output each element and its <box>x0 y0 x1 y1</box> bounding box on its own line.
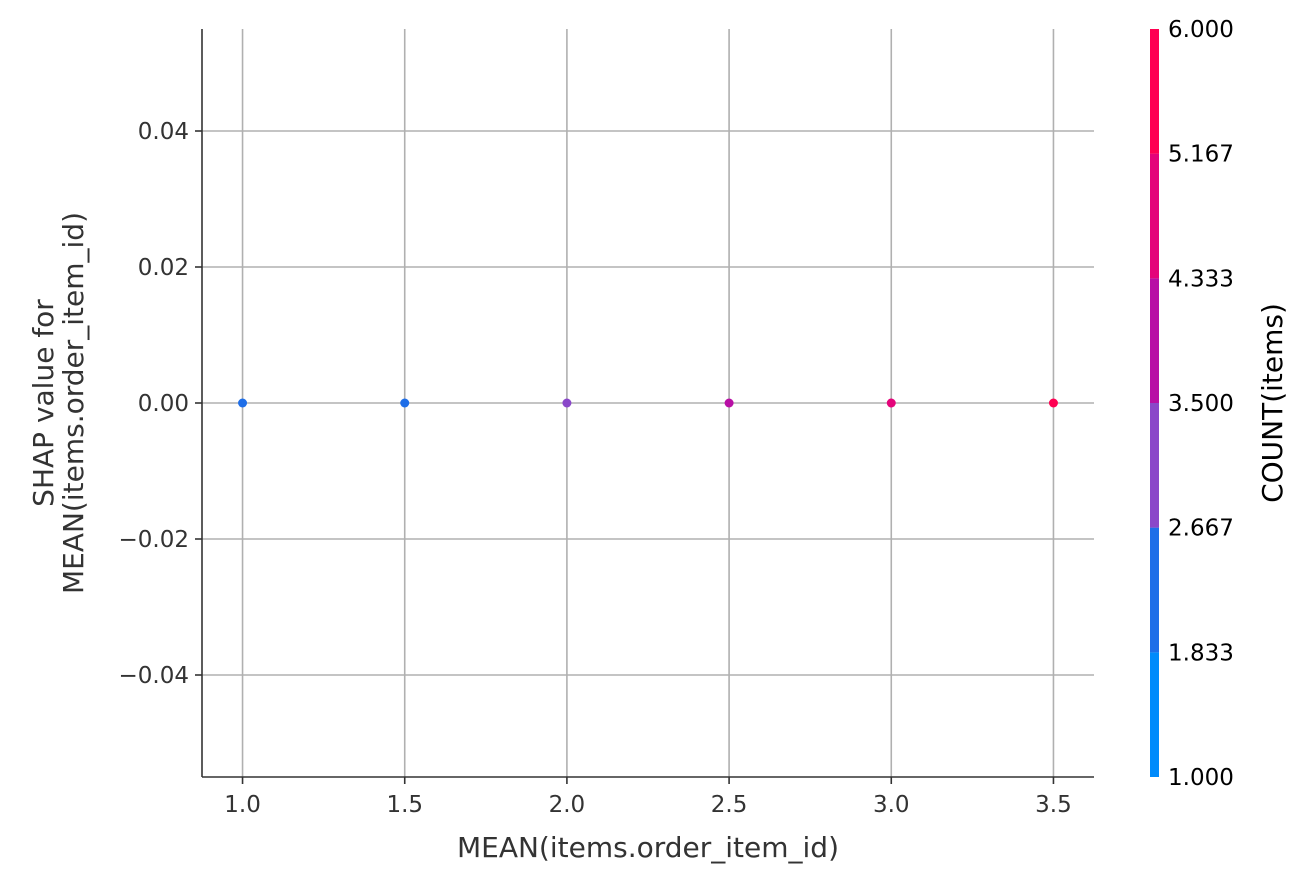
colorbar-band <box>1150 652 1159 777</box>
y-tick-label: 0.04 <box>138 119 189 145</box>
colorbar-tick-label: 5.167 <box>1168 142 1234 168</box>
x-tick-label: 2.5 <box>711 792 748 818</box>
y-tick-label: 0.02 <box>138 255 189 281</box>
x-tick-label: 3.5 <box>1035 792 1072 818</box>
colorbar-band <box>1150 278 1159 403</box>
x-tick-label: 2.0 <box>549 792 586 818</box>
colorbar-tick-label: 2.667 <box>1168 516 1234 542</box>
scatter-point <box>238 398 248 408</box>
colorbar-tick-label: 1.000 <box>1168 765 1234 791</box>
y-axis-ticks: 0.04 0.02 0.00 −0.02 −0.04 <box>119 119 202 689</box>
x-tick-label: 1.0 <box>224 792 261 818</box>
y-axis-title: SHAP value for MEAN(items.order_item_id) <box>27 212 90 594</box>
scatter-point <box>562 398 572 408</box>
x-axis-ticks: 1.0 1.5 2.0 2.5 3.0 3.5 <box>224 777 1072 818</box>
colorbar-title: COUNT(items) <box>1256 303 1289 503</box>
scatter-point <box>1048 398 1058 408</box>
colorbar-tick-label: 4.333 <box>1168 266 1234 292</box>
data-points <box>238 398 1058 408</box>
scatter-point <box>724 398 734 408</box>
colorbar-tick-label: 6.000 <box>1168 17 1234 43</box>
colorbar-band <box>1150 403 1159 528</box>
x-tick-label: 1.5 <box>386 792 423 818</box>
x-tick-label: 3.0 <box>873 792 910 818</box>
colorbar-band <box>1150 29 1159 154</box>
y-tick-label: 0.00 <box>138 391 189 417</box>
scatter-point <box>400 398 410 408</box>
colorbar-tick-label: 1.833 <box>1168 640 1234 666</box>
colorbar-band <box>1150 153 1159 279</box>
y-axis-title-line1: SHAP value for <box>27 299 60 507</box>
colorbar: 1.000 1.833 2.667 3.500 4.333 5.167 6.000 <box>1150 17 1234 791</box>
grid-lines <box>202 29 1094 777</box>
colorbar-tick-label: 3.500 <box>1168 391 1234 417</box>
y-tick-label: −0.02 <box>119 527 189 553</box>
scatter-point <box>886 398 896 408</box>
x-axis-title: MEAN(items.order_item_id) <box>457 831 839 864</box>
y-tick-label: −0.04 <box>119 663 189 689</box>
y-axis-title-line2: MEAN(items.order_item_id) <box>57 212 90 594</box>
colorbar-band <box>1150 527 1159 653</box>
